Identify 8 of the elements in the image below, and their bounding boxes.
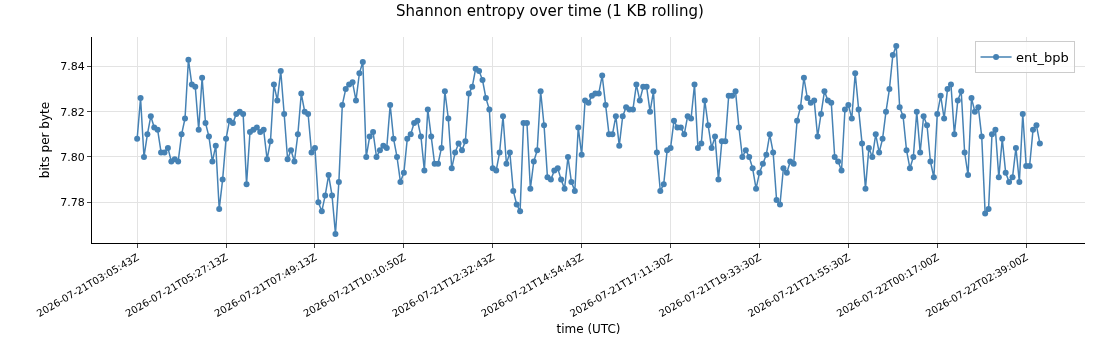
x-axis-title: time (UTC) [556, 321, 621, 336]
y-tick-label: 7.78 [60, 196, 85, 210]
chart-title: Shannon entropy over time (1 KB rolling) [396, 1, 704, 20]
y-tick-label: 7.84 [60, 60, 85, 74]
y-axis-title: bits per byte [37, 101, 52, 179]
y-tick-label: 7.80 [60, 150, 85, 164]
legend-label: ent_bpb [1016, 50, 1069, 66]
y-tick-label: 7.82 [60, 105, 85, 119]
